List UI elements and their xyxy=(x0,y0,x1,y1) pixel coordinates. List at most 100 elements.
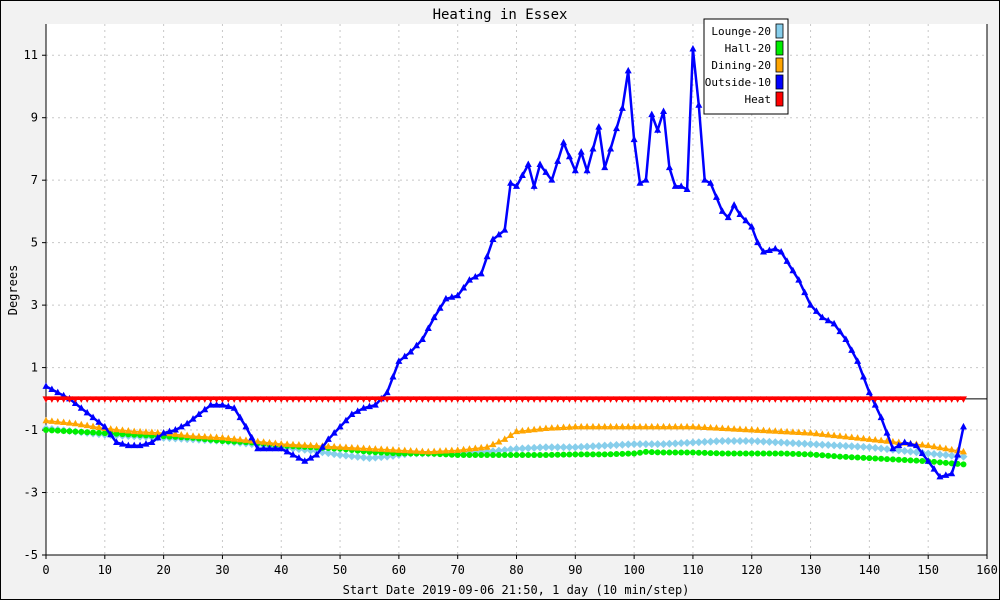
data-point-dining-20 xyxy=(418,447,426,455)
data-point-lounge-20 xyxy=(894,446,903,455)
data-point-outside-10 xyxy=(589,144,597,152)
data-point-hall-20 xyxy=(660,449,667,456)
data-point-dining-20 xyxy=(213,433,221,441)
data-point-heat xyxy=(607,396,615,403)
legend-label-outside-10: Outside-10 xyxy=(705,76,771,89)
data-point-outside-10 xyxy=(483,252,491,260)
data-point-outside-10 xyxy=(677,182,685,189)
data-point-dining-20 xyxy=(695,423,703,430)
data-point-heat xyxy=(624,396,632,403)
data-point-lounge-20 xyxy=(688,438,697,447)
x-tick-label: 160 xyxy=(976,563,998,577)
data-point-hall-20 xyxy=(466,452,473,459)
data-point-lounge-20 xyxy=(812,440,821,449)
data-point-lounge-20 xyxy=(841,441,850,450)
data-point-dining-20 xyxy=(948,445,956,453)
data-point-outside-10 xyxy=(318,443,326,450)
data-point-hall-20 xyxy=(654,449,661,456)
data-point-heat xyxy=(736,396,744,403)
x-tick-label: 150 xyxy=(917,563,939,577)
data-point-outside-10 xyxy=(601,163,609,171)
data-point-heat xyxy=(565,396,573,403)
data-point-heat xyxy=(460,396,468,403)
data-point-outside-10 xyxy=(783,257,791,264)
data-point-hall-20 xyxy=(936,459,943,466)
data-point-heat xyxy=(183,396,191,403)
data-point-lounge-20 xyxy=(365,454,374,463)
data-point-hall-20 xyxy=(672,449,679,456)
data-point-outside-10 xyxy=(524,160,532,168)
data-point-heat xyxy=(218,396,226,403)
data-point-lounge-20 xyxy=(583,442,592,451)
data-point-heat xyxy=(465,396,473,403)
data-point-dining-20 xyxy=(136,427,144,435)
data-point-hall-20 xyxy=(578,451,585,458)
data-point-dining-20 xyxy=(801,428,809,436)
data-point-dining-20 xyxy=(183,431,191,439)
data-point-hall-20 xyxy=(542,452,549,459)
data-point-heat xyxy=(130,396,138,403)
data-point-outside-10 xyxy=(413,341,421,349)
data-point-heat xyxy=(77,396,85,403)
data-point-dining-20 xyxy=(630,422,638,430)
data-point-dining-20 xyxy=(54,417,62,425)
data-point-dining-20 xyxy=(660,422,668,430)
legend-swatch-heat xyxy=(775,91,784,107)
data-point-outside-10 xyxy=(148,438,156,446)
data-point-dining-20 xyxy=(207,433,215,440)
data-point-lounge-20 xyxy=(594,441,603,450)
data-point-outside-10 xyxy=(495,230,503,238)
data-point-heat xyxy=(483,396,491,403)
data-point-dining-20 xyxy=(513,427,520,435)
data-point-hall-20 xyxy=(760,450,767,457)
data-point-outside-10 xyxy=(407,347,415,355)
data-point-lounge-20 xyxy=(865,443,874,452)
y-tick-label: 9 xyxy=(31,111,38,125)
data-point-hall-20 xyxy=(813,451,820,458)
data-point-lounge-20 xyxy=(353,452,362,461)
data-point-heat xyxy=(554,396,562,403)
data-point-outside-10 xyxy=(648,110,656,118)
data-point-lounge-20 xyxy=(959,452,968,461)
data-point-heat xyxy=(924,396,932,403)
data-point-outside-10 xyxy=(718,207,726,214)
data-point-dining-20 xyxy=(618,422,626,430)
x-tick-label: 30 xyxy=(215,563,229,577)
data-point-heat xyxy=(801,396,809,403)
data-point-outside-10 xyxy=(536,160,544,168)
data-point-outside-10 xyxy=(507,179,515,186)
data-point-heat xyxy=(718,396,726,403)
x-tick-label: 100 xyxy=(623,563,645,577)
data-point-heat xyxy=(671,396,679,403)
data-point-heat xyxy=(336,396,344,403)
data-point-heat xyxy=(589,396,597,403)
data-point-heat xyxy=(571,396,579,403)
data-point-hall-20 xyxy=(642,448,649,455)
data-point-heat xyxy=(513,396,520,403)
data-point-dining-20 xyxy=(107,425,115,432)
data-point-hall-20 xyxy=(707,450,714,457)
data-point-outside-10 xyxy=(283,447,291,455)
data-point-lounge-20 xyxy=(883,445,892,454)
legend-swatch-outside-10 xyxy=(775,74,784,90)
data-point-hall-20 xyxy=(666,449,673,456)
data-point-dining-20 xyxy=(812,429,820,437)
data-point-heat xyxy=(683,396,691,403)
data-point-heat xyxy=(89,396,97,403)
data-point-dining-20 xyxy=(95,423,103,431)
data-point-heat xyxy=(677,396,685,403)
data-point-lounge-20 xyxy=(900,446,909,455)
data-point-heat xyxy=(418,396,426,403)
data-point-heat xyxy=(289,396,297,403)
data-point-outside-10 xyxy=(401,352,409,360)
data-point-hall-20 xyxy=(519,452,526,459)
data-point-lounge-20 xyxy=(359,453,368,462)
data-point-heat xyxy=(389,396,397,403)
data-point-outside-10 xyxy=(295,454,303,461)
data-point-hall-20 xyxy=(854,454,861,461)
data-point-dining-20 xyxy=(177,431,185,438)
data-point-outside-10 xyxy=(695,101,703,108)
data-point-lounge-20 xyxy=(806,440,815,449)
legend-swatch-dining-20 xyxy=(775,57,784,73)
data-point-dining-20 xyxy=(736,425,744,432)
